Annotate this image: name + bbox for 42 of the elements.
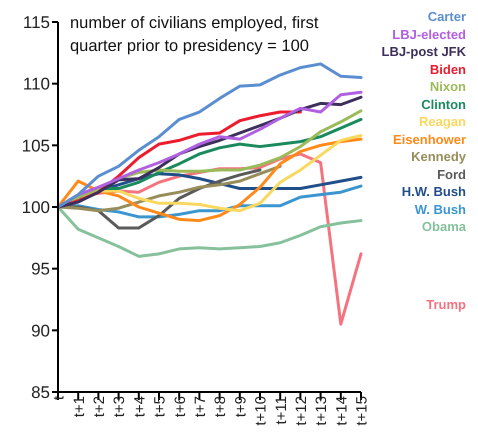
text: LBJ-elected xyxy=(392,26,466,43)
line-series xyxy=(56,164,282,212)
text: LBJ-post JFK xyxy=(382,43,466,60)
chart-title: number of civilians employed, first quarter prior to presidency = 100 xyxy=(70,13,320,57)
x-tick-label: t+3 xyxy=(111,396,128,418)
x-tick-label: t xyxy=(50,395,68,400)
x-tick-label: t+9 xyxy=(232,396,250,418)
text: Kennedy xyxy=(411,148,466,166)
x-tick-label: t+6 xyxy=(172,396,189,418)
x-tick-label: t+7 xyxy=(192,396,210,418)
text: Trump xyxy=(426,296,466,313)
text: Biden xyxy=(430,60,466,78)
x-tick-label: t+12 xyxy=(293,396,310,426)
x-tick-label: t+10 xyxy=(252,396,270,426)
text: Clinton xyxy=(421,96,466,113)
text: Ford xyxy=(437,166,466,183)
y-tick-label: 105 xyxy=(22,136,50,156)
y-tick-label: 90 xyxy=(31,321,50,340)
x-tick-label: t+14 xyxy=(333,396,350,426)
y-tick-label: 115 xyxy=(22,13,50,32)
x-tick-label: t+15 xyxy=(354,396,371,426)
y-tick-label: 95 xyxy=(31,260,50,279)
x-tick-label: t+13 xyxy=(313,396,330,426)
line-series xyxy=(56,62,362,208)
x-tick-label: t+2 xyxy=(91,396,108,418)
text: Carter xyxy=(428,8,466,26)
x-tick-label: t+8 xyxy=(212,396,230,418)
text: Eisenhower xyxy=(393,130,466,148)
text: Reagan xyxy=(419,113,466,130)
line-series xyxy=(56,138,362,222)
text: W. Bush xyxy=(414,200,466,218)
text: Obama xyxy=(422,218,466,236)
x-tick-label: t+1 xyxy=(70,396,88,418)
line-series xyxy=(56,206,362,258)
text: Nixon xyxy=(430,78,466,96)
x-tick-label: t+11 xyxy=(272,396,290,424)
y-tick-label: 110 xyxy=(22,74,50,94)
y-tick-label: 85 xyxy=(31,383,50,402)
x-tick-label: t+5 xyxy=(152,396,169,418)
y-tick-label: 100 xyxy=(22,198,50,218)
x-tick-label: t+4 xyxy=(131,396,148,418)
text: H.W. Bush xyxy=(402,183,466,200)
